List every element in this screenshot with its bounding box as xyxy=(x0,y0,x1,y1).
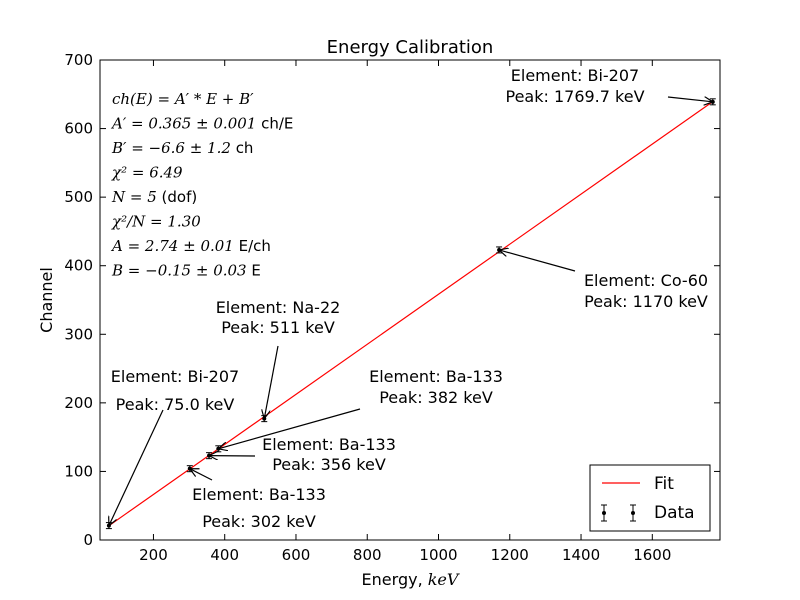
y-tick-label: 0 xyxy=(83,531,93,549)
legend-data-label: Data xyxy=(654,503,695,523)
legend-data-point xyxy=(631,511,635,515)
fit-parameter-unit: E xyxy=(247,262,261,280)
legend-fit-label: Fit xyxy=(654,474,674,494)
y-tick-label: 100 xyxy=(64,462,93,480)
fit-parameter-math: B′ = −6.6 ± 1.2 xyxy=(111,139,231,157)
y-tick-label: 700 xyxy=(64,51,93,69)
fit-parameter-line: B′ = −6.6 ± 1.2 ch xyxy=(111,139,253,157)
x-axis-label: Energy, keV xyxy=(362,570,460,589)
x-tick-label: 1400 xyxy=(562,546,600,564)
fit-parameter-math: χ² = 6.49 xyxy=(111,164,183,182)
annotation-arrow xyxy=(109,409,164,526)
x-tick-label: 200 xyxy=(139,546,168,564)
x-tick-label: 600 xyxy=(282,546,311,564)
fit-parameter-math: A = 2.74 ± 0.01 xyxy=(110,237,234,255)
annotation-peak-label: Peak: 382 keV xyxy=(379,388,493,407)
fit-parameter-math: χ²/N = 1.30 xyxy=(111,213,201,231)
annotation-peak-label: Peak: 1769.7 keV xyxy=(505,87,644,106)
annotation-element-label: Element: Ba-133 xyxy=(192,485,326,504)
x-tick-label: 1600 xyxy=(633,546,671,564)
annotation-arrow xyxy=(190,469,213,481)
fit-parameter-line: A′ = 0.365 ± 0.001 ch/E xyxy=(110,115,293,133)
fit-parameter-unit: E/ch xyxy=(234,237,271,255)
fit-parameter-line: A = 2.74 ± 0.01 E/ch xyxy=(110,237,271,255)
y-tick-label: 600 xyxy=(64,120,93,138)
x-axis-label-unit: keV xyxy=(428,570,460,589)
x-tick-label: 800 xyxy=(353,546,382,564)
x-tick-label: 1000 xyxy=(419,546,457,564)
plot-frame xyxy=(99,59,721,541)
y-tick-label: 400 xyxy=(64,257,93,275)
annotation-arrow xyxy=(264,345,279,419)
fit-parameter-math: N = 5 xyxy=(111,188,157,206)
annotation-peak-label: Peak: 302 keV xyxy=(202,512,316,531)
fit-parameter-line: N = 5 (dof) xyxy=(111,188,197,206)
annotation-element-label: Element: Bi-207 xyxy=(111,367,239,386)
annotation-arrow xyxy=(218,408,361,449)
annotation-peak-label: Peak: 75.0 keV xyxy=(116,395,235,414)
fit-parameter-unit: ch xyxy=(231,139,254,157)
annotation-element-label: Element: Co-60 xyxy=(584,271,708,290)
annotation-arrow xyxy=(499,250,576,272)
annotation-peak-label: Peak: 1170 keV xyxy=(584,292,708,311)
fit-parameter-unit: (dof) xyxy=(157,188,197,206)
legend-data-point xyxy=(602,511,606,515)
legend-box xyxy=(589,464,711,532)
x-tick-label: 1200 xyxy=(491,546,529,564)
annotation-peak-label: Peak: 511 keV xyxy=(221,318,335,337)
y-tick-label: 500 xyxy=(64,188,93,206)
y-axis-label: Channel xyxy=(37,267,56,333)
fit-parameter-line: B = −0.15 ± 0.03 E xyxy=(111,262,261,280)
annotation-arrow xyxy=(667,97,713,102)
x-tick-label: 400 xyxy=(210,546,239,564)
annotation-element-label: Element: Na-22 xyxy=(216,298,341,317)
y-tick-label: 300 xyxy=(64,325,93,343)
x-axis-label-text: Energy, xyxy=(362,570,428,589)
fit-parameter-math: ch(E) = A′ * E + B′ xyxy=(112,90,254,108)
fit-parameter-unit: ch/E xyxy=(256,115,293,133)
fit-parameter-line: χ²/N = 1.30 xyxy=(111,213,201,231)
fit-parameter-math: A′ = 0.365 ± 0.001 xyxy=(110,115,256,133)
annotation-element-label: Element: Bi-207 xyxy=(511,66,639,85)
fit-parameter-math: B = −0.15 ± 0.03 xyxy=(111,262,247,280)
chart-title: Energy Calibration xyxy=(327,37,494,58)
y-tick-label: 200 xyxy=(64,394,93,412)
fit-parameter-line: ch(E) = A′ * E + B′ xyxy=(112,90,254,108)
legend: Fit Data xyxy=(589,464,711,532)
plot-area: 200 400 600 800 1000 1200 1400 1600 0 100 200 300 40… xyxy=(64,51,721,564)
fit-parameter-line: χ² = 6.49 xyxy=(111,164,183,182)
annotation-element-label: Element: Ba-133 xyxy=(369,367,503,386)
annotation-element-label: Element: Ba-133 xyxy=(262,435,396,454)
annotation-peak-label: Peak: 356 keV xyxy=(272,455,386,474)
